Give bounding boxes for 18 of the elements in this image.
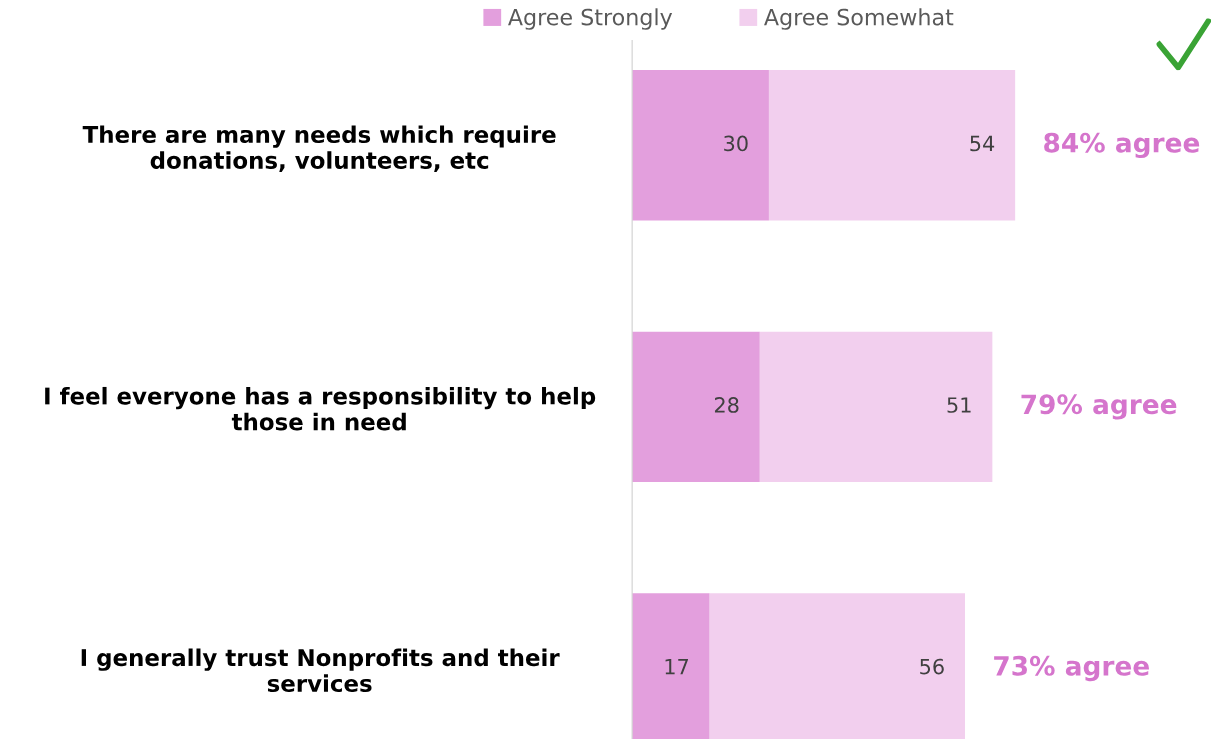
data-label: 51 [947, 397, 971, 413]
y-tick-label: I generally trust Nonprofits and their services [81, 648, 560, 693]
data-label: 54 [970, 135, 995, 152]
y-tick-label: I feel everyone has a responsibility to help those in need [45, 386, 596, 431]
total-label: 73% agree [994, 655, 1149, 682]
bar [759, 331, 993, 483]
bar [632, 70, 769, 221]
bar [632, 331, 760, 483]
total-label: 79% agree [1021, 394, 1177, 420]
data-label: 30 [724, 135, 748, 152]
bar [768, 70, 1016, 221]
data-label: 28 [714, 397, 739, 413]
data-label: 17 [665, 658, 689, 675]
total-label: 84% agree [1044, 132, 1200, 159]
legend-label: Agree Strongly [508, 8, 673, 30]
y-tick-label: There are many needs which require donations, volunteers, etc [82, 125, 556, 172]
data-label: 56 [920, 658, 944, 675]
legend-label: Agree Somewhat [764, 8, 954, 30]
